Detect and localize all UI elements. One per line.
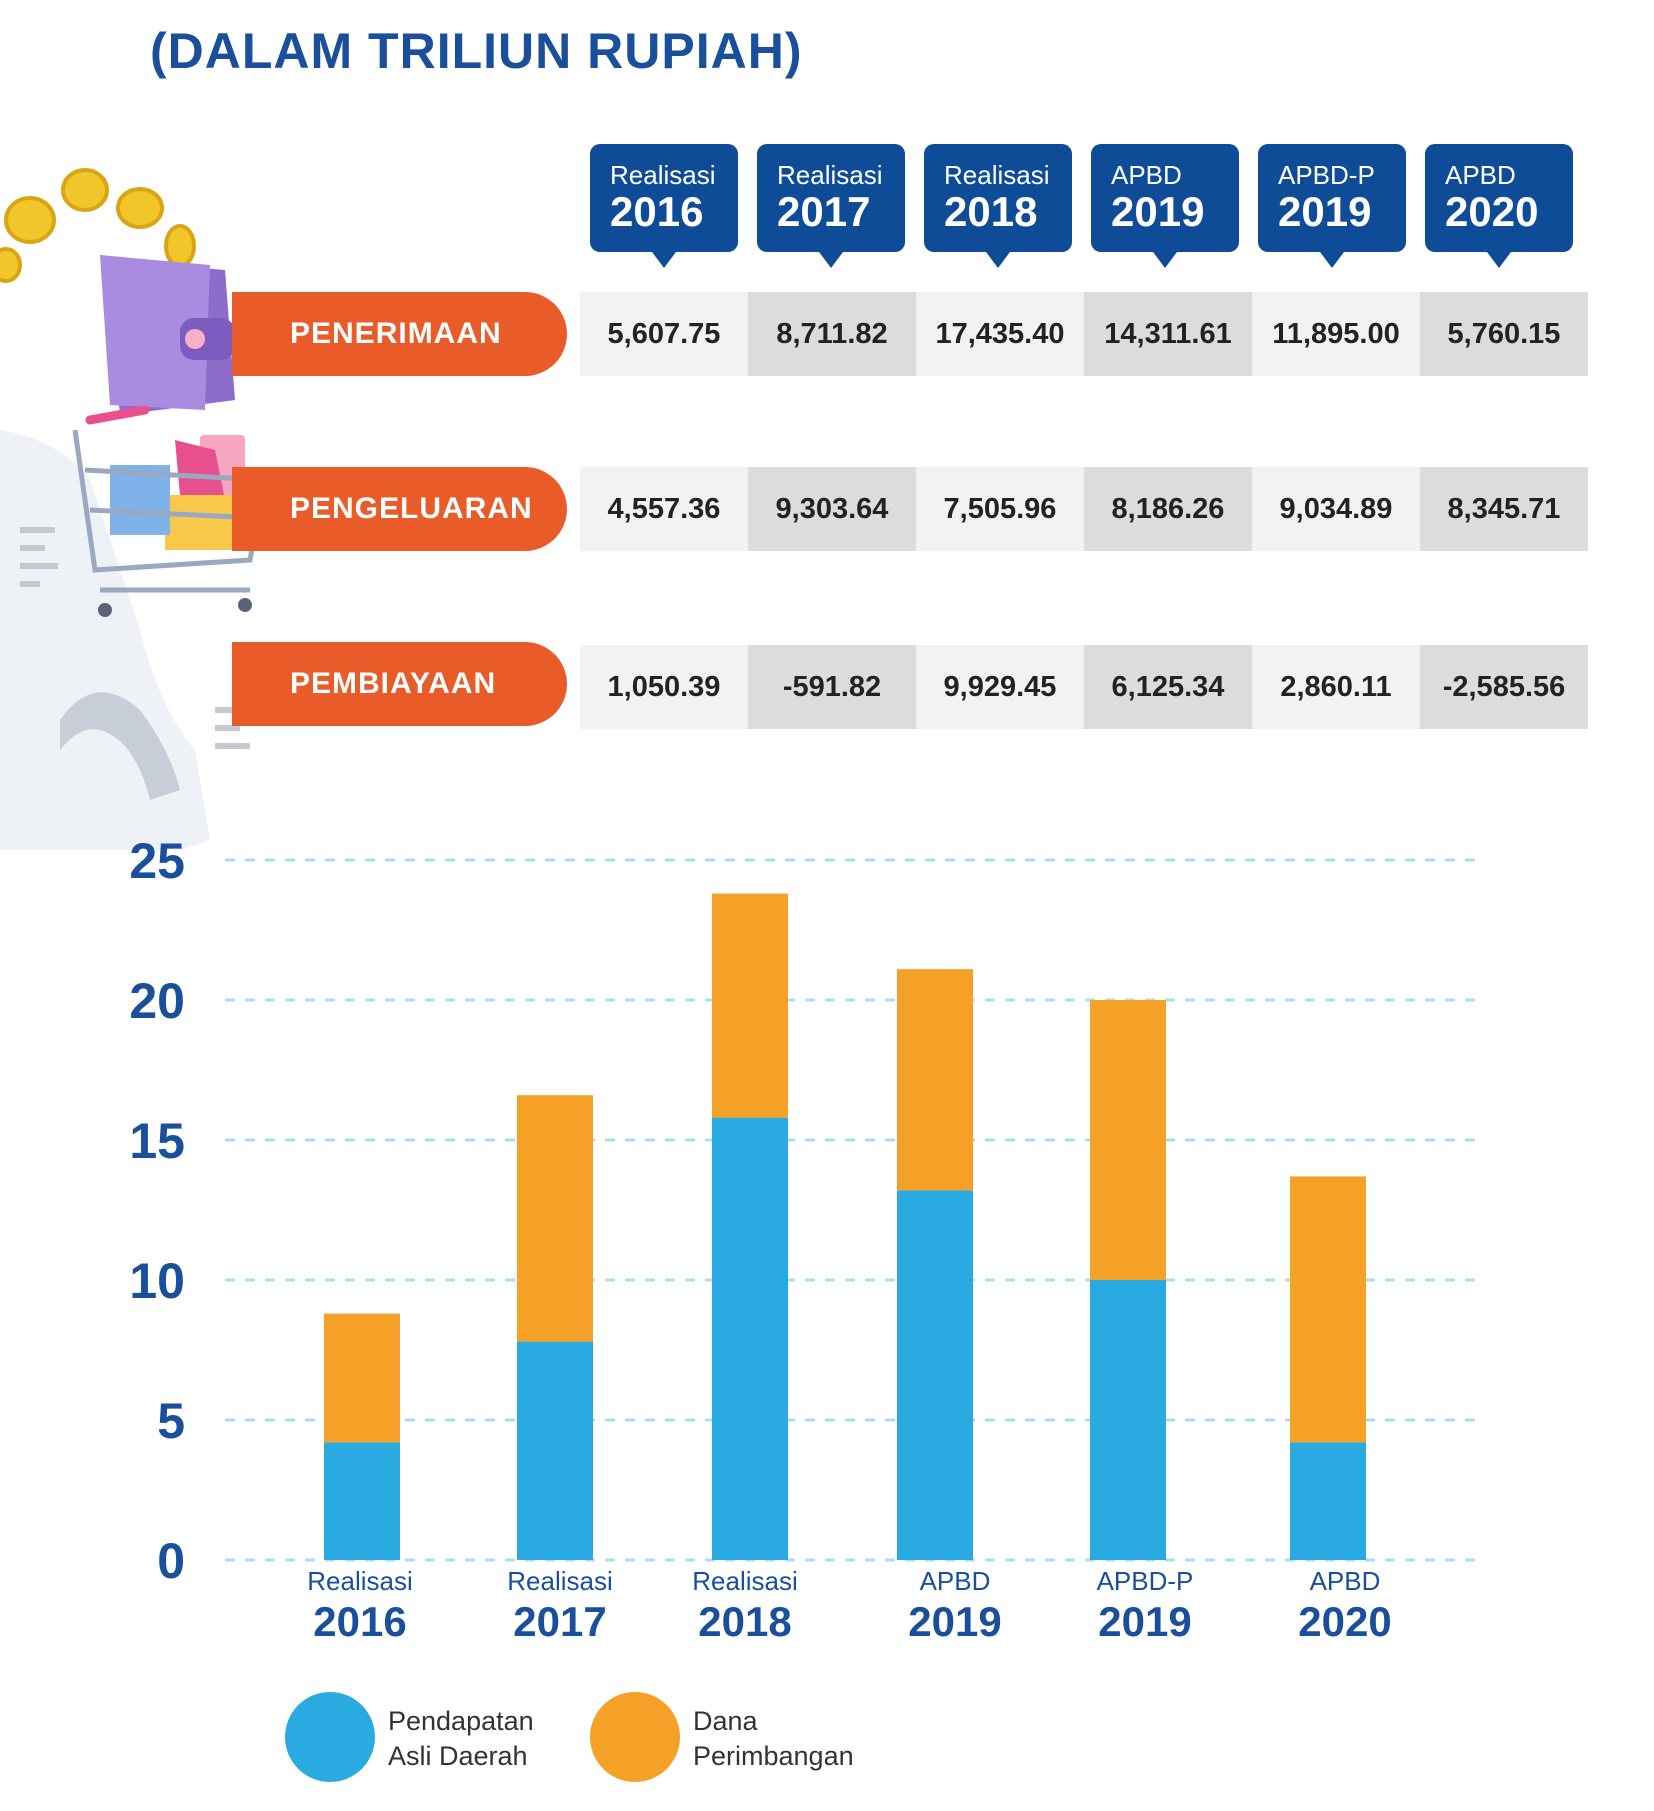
- value-cell: 4,557.36: [580, 467, 748, 551]
- bar-dana-perimbangan: [324, 1313, 400, 1443]
- x-tick-year: 2019: [1098, 1598, 1191, 1645]
- value-cell: 5,607.75: [580, 292, 748, 376]
- x-tick-label: Realisasi: [307, 1566, 413, 1596]
- legend-line: Asli Daerah: [388, 1741, 528, 1771]
- bar-dana-perimbangan: [1290, 1176, 1366, 1443]
- value-cell: -2,585.56: [1420, 645, 1588, 729]
- finance-illustration: [0, 168, 268, 850]
- header-year: 2016: [610, 188, 704, 235]
- header-label: Realisasi: [944, 160, 1050, 190]
- y-tick-label: 5: [157, 1393, 185, 1449]
- row-label: PEMBIAYAAN: [232, 642, 567, 726]
- grid-lines: [225, 858, 1480, 1562]
- value-cell: 14,311.61: [1084, 292, 1252, 376]
- legend-line: Pendapatan: [388, 1706, 534, 1736]
- value-cell: 9,929.45: [916, 645, 1084, 729]
- header-label: APBD: [1445, 160, 1516, 190]
- x-tick-label: APBD-P: [1097, 1566, 1194, 1596]
- header-badge: Realisasi 2018: [924, 144, 1072, 268]
- bar-dana-perimbangan: [897, 969, 973, 1191]
- header-year: 2019: [1278, 188, 1372, 235]
- bar-pendapatan-asli-daerah: [517, 1341, 593, 1560]
- value-cell: 7,505.96: [916, 467, 1084, 551]
- value-cell: 9,034.89: [1252, 467, 1420, 551]
- row-label: PENERIMAAN: [232, 292, 567, 376]
- legend-swatch-dana: [590, 1692, 680, 1782]
- legend-swatch-pad: [285, 1692, 375, 1782]
- y-axis: 0 5 10 15 20 25: [129, 833, 185, 1589]
- shopping-cart-icon: [72, 405, 268, 617]
- header-year: 2020: [1445, 188, 1539, 235]
- row-label: PENGELUARAN: [232, 467, 567, 551]
- value-cell: 11,895.00: [1252, 292, 1420, 376]
- header-badge: APBD 2020: [1425, 144, 1573, 268]
- header-label: Realisasi: [610, 160, 716, 190]
- legend-label-pad: Pendapatan Asli Daerah: [388, 1704, 578, 1774]
- value-cell: 8,345.71: [1420, 467, 1588, 551]
- x-axis: Realisasi2016Realisasi2017Realisasi2018A…: [307, 1566, 1391, 1645]
- x-tick-label: APBD: [920, 1566, 991, 1596]
- value-cell: 5,760.15: [1420, 292, 1588, 376]
- x-tick-year: 2017: [513, 1598, 606, 1645]
- x-tick-year: 2020: [1298, 1598, 1391, 1645]
- header-badge: APBD 2019: [1091, 144, 1239, 268]
- x-tick-year: 2018: [698, 1598, 791, 1645]
- bar-pendapatan-asli-daerah: [712, 1117, 788, 1560]
- bars: [324, 893, 1366, 1560]
- value-cell: 1,050.39: [580, 645, 748, 729]
- y-tick-label: 20: [129, 973, 185, 1029]
- x-tick-year: 2016: [313, 1598, 406, 1645]
- value-cell: 17,435.40: [916, 292, 1084, 376]
- header-year: 2017: [777, 188, 871, 235]
- value-cell: 8,711.82: [748, 292, 916, 376]
- header-badge: Realisasi 2016: [590, 144, 738, 268]
- bar-pendapatan-asli-daerah: [1090, 1280, 1166, 1560]
- header-label: APBD: [1111, 160, 1182, 190]
- value-cell: 8,186.26: [1084, 467, 1252, 551]
- legend-label-dana: Dana Perimbangan: [693, 1704, 883, 1774]
- y-tick-label: 10: [129, 1253, 185, 1309]
- y-tick-label: 25: [129, 833, 185, 889]
- value-cell: -591.82: [748, 645, 916, 729]
- wallet-icon: [100, 255, 235, 415]
- x-tick-label: APBD: [1310, 1566, 1381, 1596]
- x-tick-label: Realisasi: [692, 1566, 798, 1596]
- value-cell: 2,860.11: [1252, 645, 1420, 729]
- coins-icon: [0, 168, 196, 283]
- bar-pendapatan-asli-daerah: [1290, 1442, 1366, 1560]
- header-year: 2018: [944, 188, 1038, 235]
- y-tick-label: 15: [129, 1113, 185, 1169]
- bar-dana-perimbangan: [712, 893, 788, 1118]
- header-badge: APBD-P 2019: [1258, 144, 1406, 268]
- page-title: (DALAM TRILIUN RUPIAH): [150, 23, 803, 79]
- y-tick-label: 0: [157, 1533, 185, 1589]
- bar-dana-perimbangan: [517, 1095, 593, 1342]
- x-tick-year: 2019: [908, 1598, 1001, 1645]
- header-badge: Realisasi 2017: [757, 144, 905, 268]
- value-cell: 6,125.34: [1084, 645, 1252, 729]
- value-cell: 9,303.64: [748, 467, 916, 551]
- header-year: 2019: [1111, 188, 1205, 235]
- legend-line: Dana: [693, 1706, 758, 1736]
- bar-pendapatan-asli-daerah: [324, 1442, 400, 1560]
- x-tick-label: Realisasi: [507, 1566, 613, 1596]
- header-label: Realisasi: [777, 160, 883, 190]
- bar-pendapatan-asli-daerah: [897, 1190, 973, 1560]
- legend-line: Perimbangan: [693, 1741, 854, 1771]
- header-label: APBD-P: [1278, 160, 1375, 190]
- bar-dana-perimbangan: [1090, 1000, 1166, 1280]
